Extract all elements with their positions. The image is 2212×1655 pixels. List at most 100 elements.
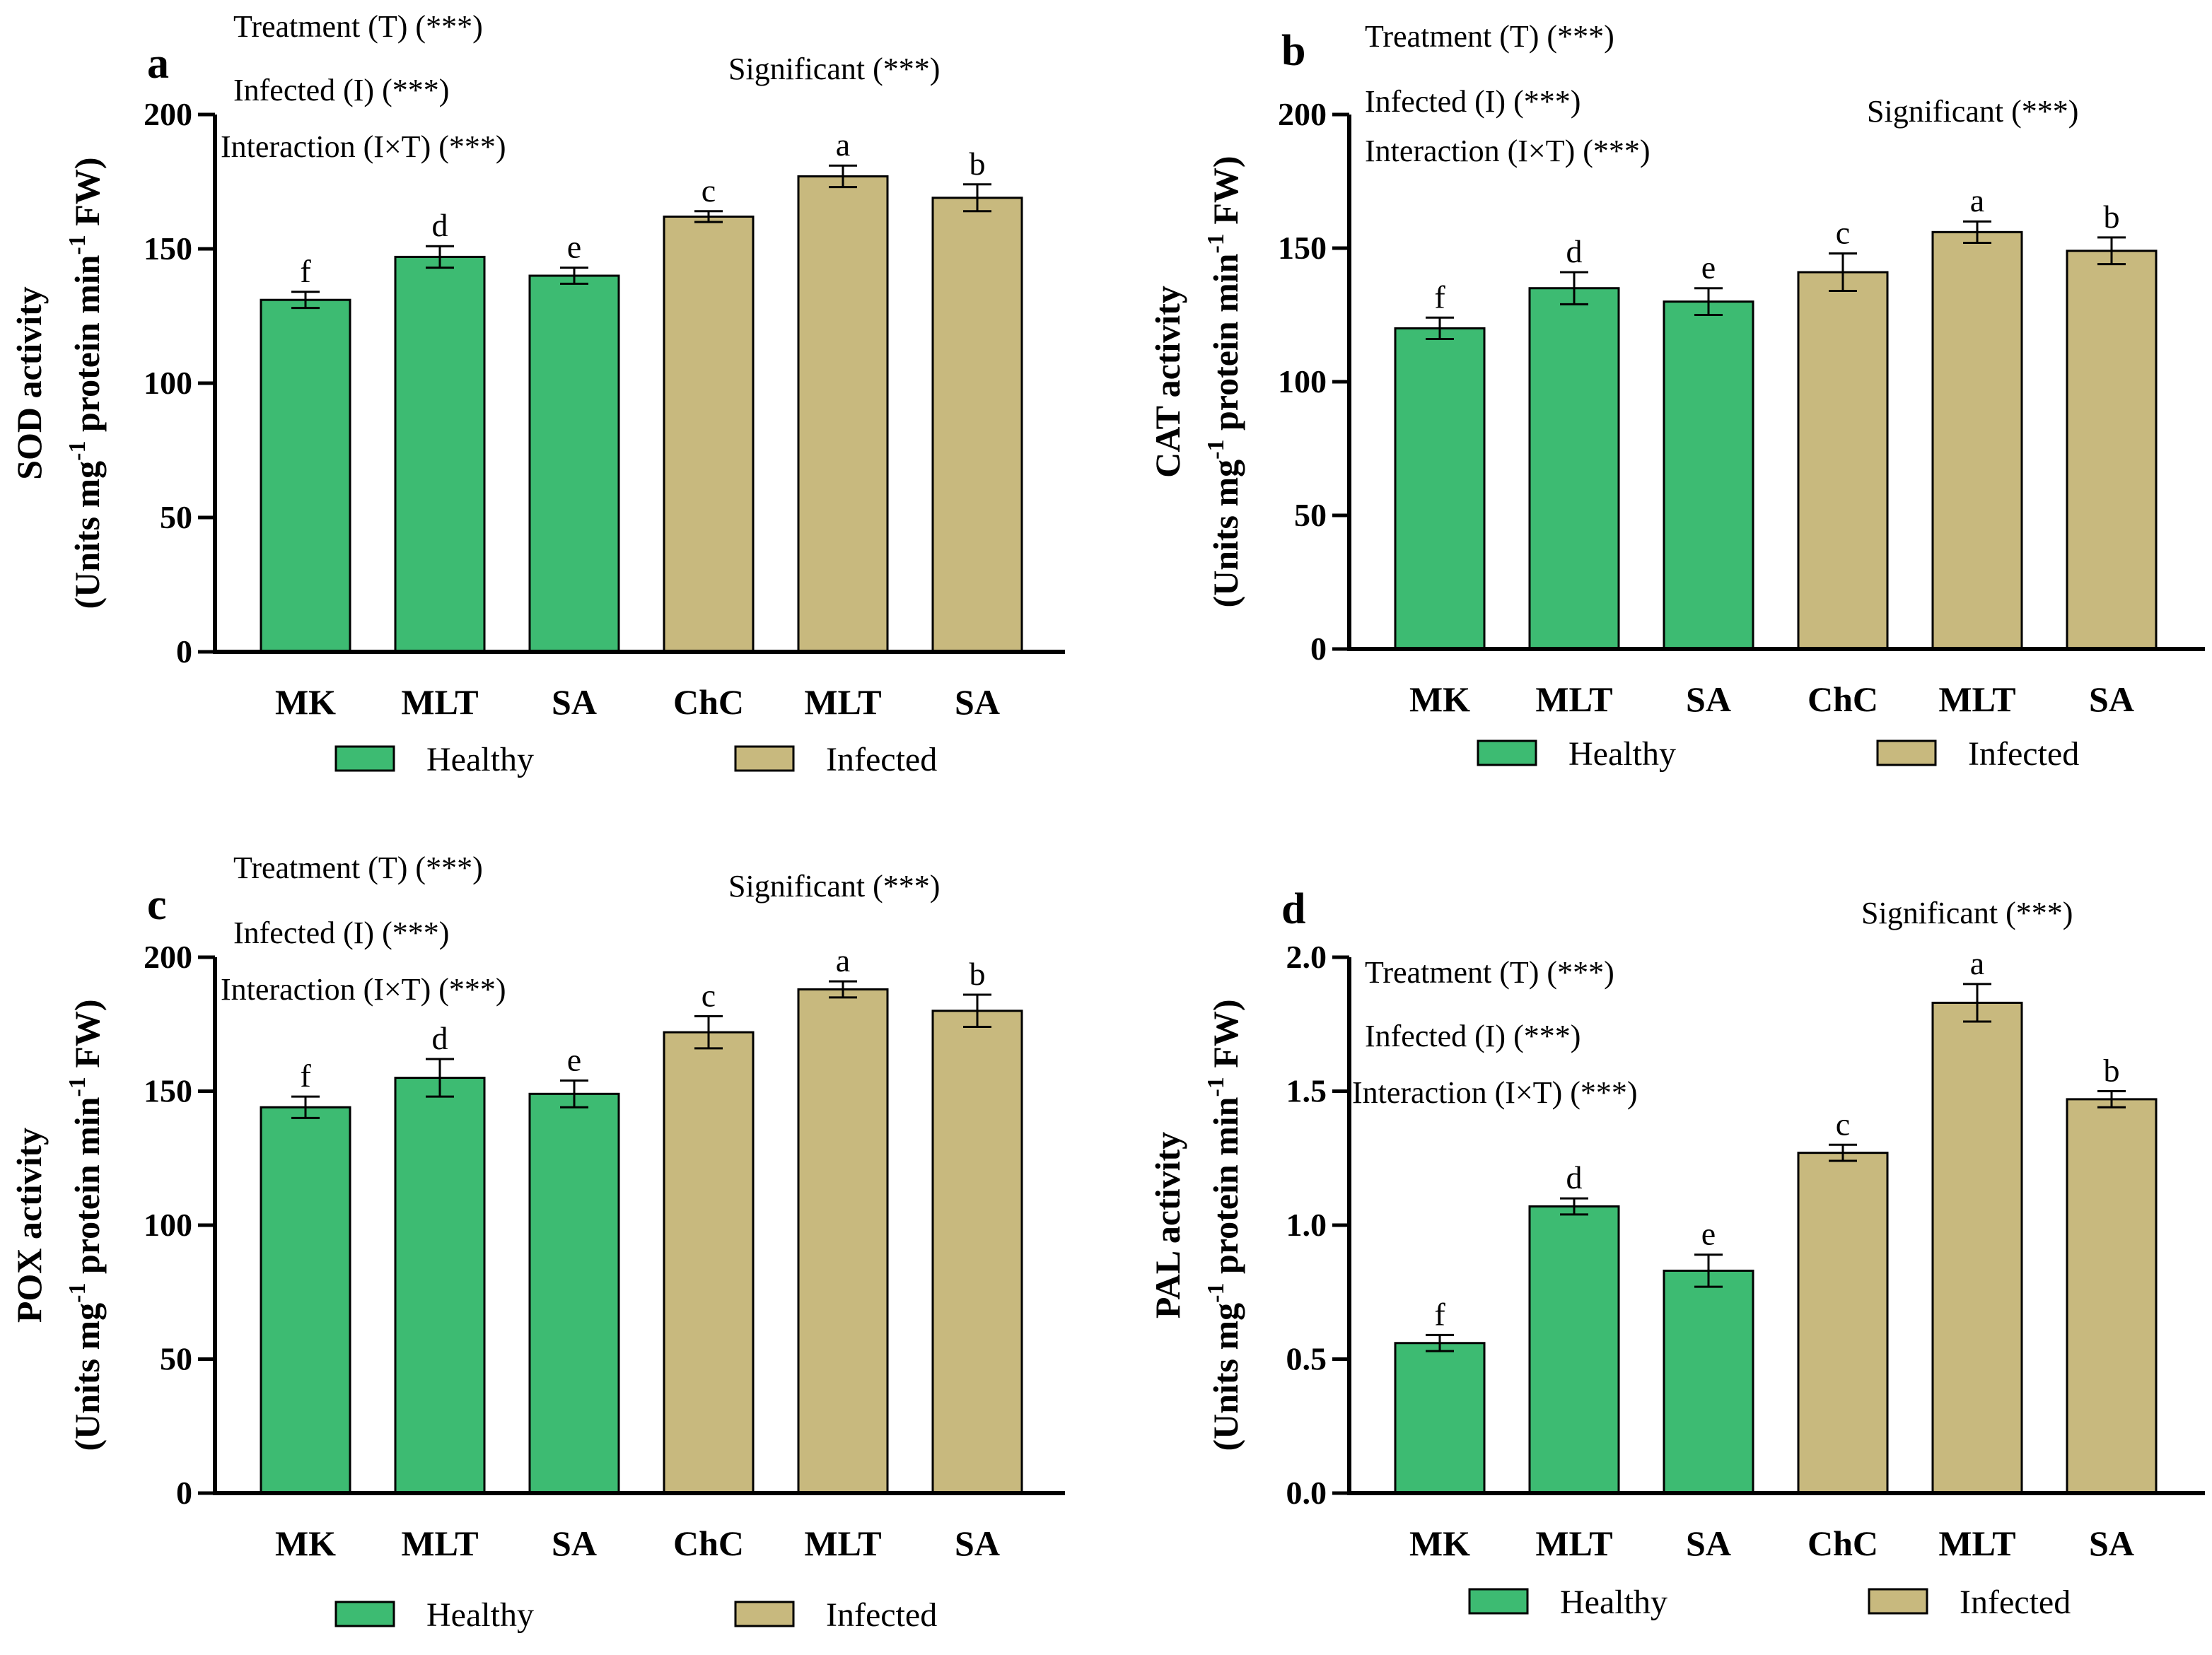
x-tick-label-1: MLT bbox=[401, 682, 478, 722]
x-tick-label-2: SA bbox=[1686, 1524, 1731, 1563]
significance-letter-1: d bbox=[432, 1020, 448, 1056]
bar-1 bbox=[1528, 287, 1620, 650]
bar-4 bbox=[1931, 230, 2023, 650]
panel-label: d bbox=[1281, 885, 1305, 933]
y-label-superscript: -1 bbox=[1203, 1282, 1229, 1302]
x-tick-label-1: MLT bbox=[401, 1524, 478, 1563]
panel-label: b bbox=[1281, 27, 1305, 75]
annotation-2: Interaction (I×T) (***) bbox=[1365, 134, 1651, 168]
y-tick-label-4: 200 bbox=[1278, 96, 1327, 132]
y-tick-label-2: 1.0 bbox=[1286, 1207, 1327, 1243]
x-tick-label-5: SA bbox=[2089, 1524, 2134, 1563]
y-label-superscript: -1 bbox=[1203, 1077, 1229, 1096]
bar-2 bbox=[528, 274, 620, 653]
bar-3 bbox=[663, 215, 755, 653]
significance-letter-3: c bbox=[1836, 1106, 1850, 1142]
y-label-part: FW) bbox=[67, 999, 107, 1077]
y-label-part: protein min bbox=[1206, 1096, 1245, 1282]
significance-letter-1: d bbox=[1566, 233, 1583, 269]
bar-2 bbox=[528, 1092, 620, 1495]
bar-0 bbox=[260, 1106, 351, 1495]
bar-5 bbox=[931, 1010, 1023, 1495]
y-tick-label-3: 1.5 bbox=[1286, 1073, 1327, 1109]
panel-a: a f MK d MLT e SA c ChC a MLT b SA 0 50 100 150 200 SOD ac… bbox=[9, 9, 1065, 778]
significance-letter-3: c bbox=[1836, 215, 1850, 251]
legend-label-healthy: Healthy bbox=[426, 1596, 534, 1634]
significance-letter-5: b bbox=[970, 146, 986, 182]
significance-letter-4: a bbox=[836, 942, 850, 978]
x-tick-label-1: MLT bbox=[1535, 1524, 1612, 1563]
bar-3 bbox=[663, 1031, 755, 1495]
bar-1 bbox=[394, 255, 486, 653]
legend-label-healthy: Healthy bbox=[426, 741, 534, 778]
bar-1 bbox=[394, 1077, 486, 1495]
panel-label: c bbox=[147, 881, 167, 929]
x-tick-label-4: MLT bbox=[1938, 1524, 2015, 1563]
x-tick-label-0: MK bbox=[275, 682, 336, 722]
bar-0 bbox=[1394, 1342, 1486, 1495]
legend-label-healthy: Healthy bbox=[1568, 735, 1676, 773]
significance-letter-2: e bbox=[1701, 250, 1716, 286]
legend-label-infected: Infected bbox=[826, 741, 937, 778]
y-axis-label-line2: (Units mg-1 protein min-1 FW) bbox=[1203, 156, 1245, 607]
y-tick-label-0: 0 bbox=[176, 633, 192, 669]
legend-swatch-healthy bbox=[1468, 1588, 1529, 1615]
y-label-part: protein min bbox=[67, 1096, 107, 1282]
y-label-superscript: -1 bbox=[64, 1077, 91, 1096]
y-tick-label-2: 100 bbox=[144, 365, 192, 401]
significance-label: Significant (***) bbox=[1861, 896, 2073, 930]
significance-letter-2: e bbox=[1701, 1216, 1716, 1252]
x-tick-label-0: MK bbox=[1409, 1524, 1470, 1563]
bar-0 bbox=[260, 298, 351, 653]
annotation-2: Interaction (I×T) (***) bbox=[221, 972, 506, 1007]
y-tick-label-1: 0.5 bbox=[1286, 1341, 1327, 1377]
x-tick-label-4: MLT bbox=[804, 682, 881, 722]
bar-3 bbox=[1797, 1152, 1889, 1495]
significance-letter-0: f bbox=[1434, 279, 1445, 315]
annotation-1: Infected (I) (***) bbox=[1365, 84, 1581, 119]
y-label-superscript: -1 bbox=[64, 1282, 91, 1302]
y-label-part: (Units mg bbox=[1206, 460, 1245, 608]
bar-5 bbox=[2066, 250, 2158, 650]
y-axis-label-line1: POX activity bbox=[9, 1128, 49, 1323]
y-label-part: FW) bbox=[67, 157, 107, 235]
legend-swatch-healthy bbox=[1477, 739, 1537, 766]
x-tick-label-4: MLT bbox=[804, 1524, 881, 1563]
y-axis-label-line1: CAT activity bbox=[1148, 286, 1187, 478]
y-label-part: (Units mg bbox=[1206, 1303, 1245, 1451]
x-tick-label-3: ChC bbox=[1808, 1524, 1878, 1563]
significance-letter-0: f bbox=[300, 1058, 311, 1094]
y-axis-label-line1: PAL activity bbox=[1148, 1132, 1187, 1318]
y-label-part: protein min bbox=[67, 255, 107, 440]
legend-label-infected: Infected bbox=[826, 1596, 937, 1634]
annotation-1: Infected (I) (***) bbox=[233, 916, 449, 950]
significance-label: Significant (***) bbox=[728, 869, 940, 903]
x-tick-label-4: MLT bbox=[1938, 679, 2015, 719]
x-tick-label-5: SA bbox=[2089, 679, 2134, 719]
legend-swatch-healthy bbox=[334, 1601, 395, 1627]
y-label-superscript: -1 bbox=[64, 235, 91, 255]
significance-label: Significant (***) bbox=[728, 52, 940, 86]
x-tick-label-3: ChC bbox=[1808, 679, 1878, 719]
x-tick-label-5: SA bbox=[955, 682, 1000, 722]
x-tick-label-3: ChC bbox=[673, 682, 744, 722]
y-label-superscript: -1 bbox=[64, 440, 91, 460]
y-label-part: FW) bbox=[1206, 156, 1245, 233]
x-tick-label-1: MLT bbox=[1535, 679, 1612, 719]
bar-0 bbox=[1394, 327, 1486, 650]
y-label-part: protein min bbox=[1206, 253, 1245, 439]
panel-c: c f MK d MLT e SA c ChC a MLT b SA 0 50 100 150 200 POX ac… bbox=[9, 850, 1065, 1634]
y-label-part: (Units mg bbox=[67, 461, 107, 609]
legend-swatch-infected bbox=[734, 1601, 795, 1627]
y-label-part: (Units mg bbox=[67, 1303, 107, 1451]
y-tick-label-0: 0 bbox=[176, 1475, 192, 1511]
y-axis-label-line2: (Units mg-1 protein min-1 FW) bbox=[1203, 999, 1245, 1451]
significance-letter-5: b bbox=[2104, 199, 2120, 235]
y-label-part: FW) bbox=[1206, 999, 1245, 1077]
panel-b: b f MK d MLT e SA c ChC a MLT b SA 0 50 100 150 200 CAT ac… bbox=[1148, 19, 2205, 773]
x-tick-label-2: SA bbox=[552, 1524, 597, 1563]
annotation-1: Infected (I) (***) bbox=[233, 73, 449, 107]
annotation-1: Infected (I) (***) bbox=[1365, 1019, 1581, 1053]
significance-letter-5: b bbox=[970, 956, 986, 992]
